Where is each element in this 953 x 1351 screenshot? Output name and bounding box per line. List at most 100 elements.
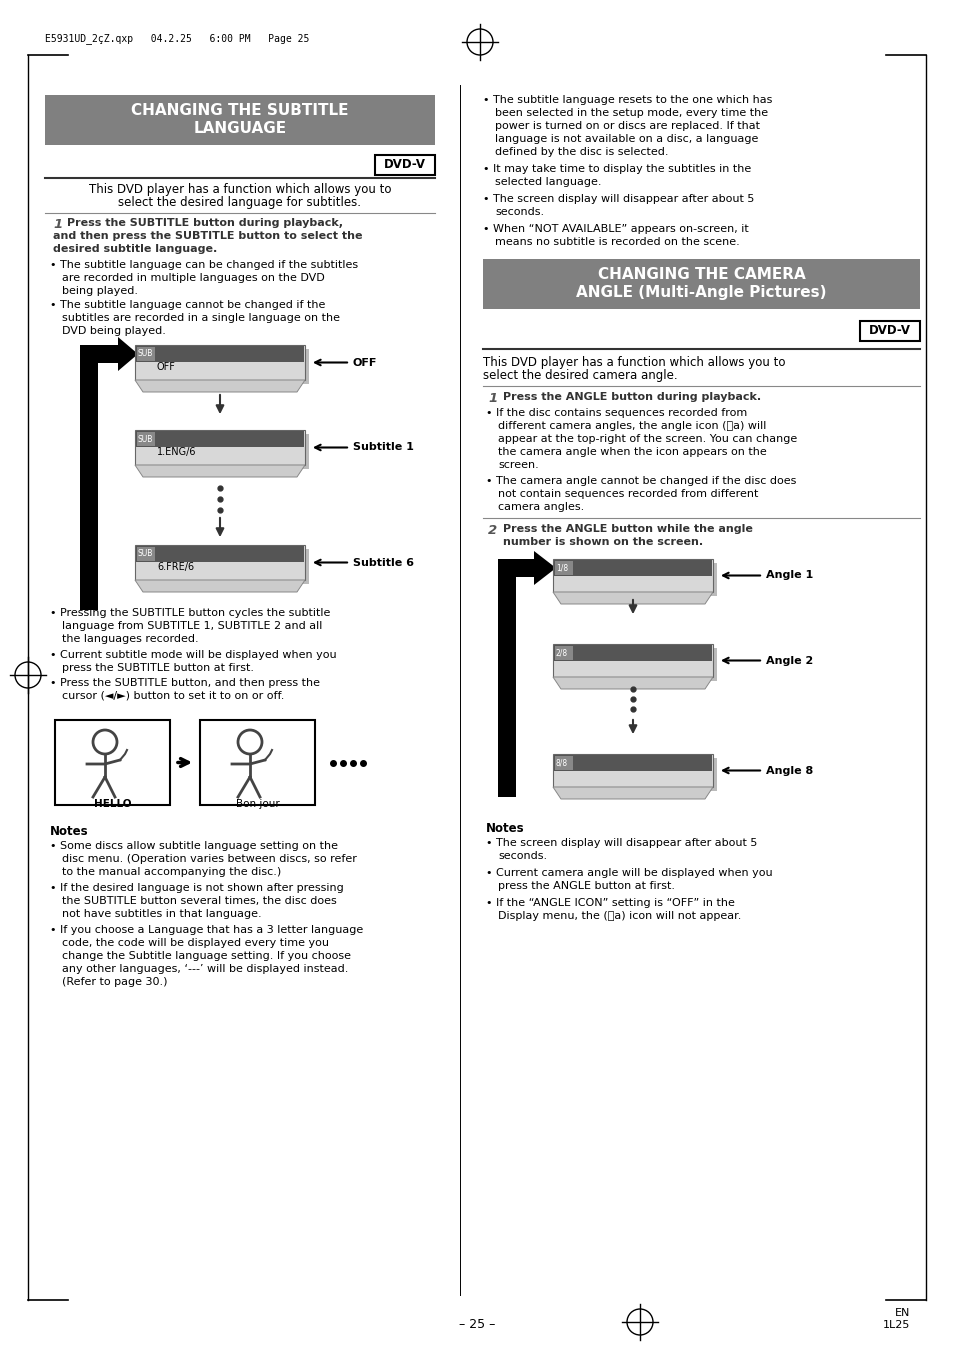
Text: select the desired camera angle.: select the desired camera angle. [482, 369, 677, 382]
Text: • The subtitle language cannot be changed if the: • The subtitle language cannot be change… [50, 300, 325, 309]
Text: language is not available on a disc, a language: language is not available on a disc, a l… [495, 134, 758, 145]
Text: seconds.: seconds. [495, 207, 543, 218]
Text: Bon jour: Bon jour [235, 798, 279, 809]
Text: • The subtitle language can be changed if the subtitles: • The subtitle language can be changed i… [50, 259, 357, 270]
Text: 1: 1 [488, 392, 497, 405]
Text: (Refer to page 30.): (Refer to page 30.) [62, 977, 168, 988]
Bar [554, 755, 711, 771]
Bar [553, 754, 712, 788]
Bar [557, 563, 717, 596]
Bar [136, 346, 304, 362]
Polygon shape [553, 592, 712, 604]
Bar [553, 559, 712, 592]
Text: different camera angles, the angle icon (⌹a) will: different camera angles, the angle icon … [497, 422, 765, 431]
Bar [136, 431, 304, 447]
Text: selected language.: selected language. [495, 177, 601, 186]
Text: code, the code will be displayed every time you: code, the code will be displayed every t… [62, 938, 329, 948]
Text: press the SUBTITLE button at first.: press the SUBTITLE button at first. [62, 663, 253, 673]
Text: ANGLE (Multi-Angle Pictures): ANGLE (Multi-Angle Pictures) [576, 285, 826, 300]
Text: E5931UD_2çZ.qxp   04.2.25   6:00 PM   Page 25: E5931UD_2çZ.qxp 04.2.25 6:00 PM Page 25 [45, 32, 309, 43]
Text: • Some discs allow subtitle language setting on the: • Some discs allow subtitle language set… [50, 842, 337, 851]
Text: • If you choose a Language that has a 3 letter language: • If you choose a Language that has a 3 … [50, 925, 363, 935]
Text: • If the disc contains sequences recorded from: • If the disc contains sequences recorde… [485, 408, 746, 417]
Bar [859, 322, 919, 340]
Text: • The screen display will disappear after about 5: • The screen display will disappear afte… [482, 195, 754, 204]
Bar [200, 720, 314, 805]
Text: 2/8: 2/8 [556, 648, 568, 658]
Text: • The subtitle language resets to the one which has: • The subtitle language resets to the on… [482, 95, 772, 105]
Text: DVD-V: DVD-V [868, 324, 910, 336]
Text: • It may take time to display the subtitles in the: • It may take time to display the subtit… [482, 163, 750, 174]
Text: • The screen display will disappear after about 5: • The screen display will disappear afte… [485, 838, 757, 848]
Text: • Current subtitle mode will be displayed when you: • Current subtitle mode will be displaye… [50, 650, 336, 661]
Polygon shape [135, 380, 305, 392]
Text: camera angles.: camera angles. [497, 503, 583, 512]
Text: OFF: OFF [157, 362, 175, 372]
Text: screen.: screen. [497, 459, 538, 470]
Text: This DVD player has a function which allows you to: This DVD player has a function which all… [482, 357, 784, 369]
Bar [557, 758, 717, 790]
Bar [139, 549, 309, 584]
Text: means no subtitle is recorded on the scene.: means no subtitle is recorded on the sce… [495, 236, 739, 247]
Text: change the Subtitle language setting. If you choose: change the Subtitle language setting. If… [62, 951, 351, 961]
Bar [135, 345, 305, 380]
Text: This DVD player has a function which allows you to: This DVD player has a function which all… [89, 182, 391, 196]
Text: cursor (◄/►) button to set it to on or off.: cursor (◄/►) button to set it to on or o… [62, 690, 284, 701]
Text: • Current camera angle will be displayed when you: • Current camera angle will be displayed… [485, 867, 772, 878]
Text: not have subtitles in that language.: not have subtitles in that language. [62, 909, 261, 919]
Bar [555, 757, 573, 770]
Text: SUB: SUB [138, 350, 153, 358]
Text: EN: EN [894, 1308, 909, 1319]
Text: Display menu, the (⌹a) icon will not appear.: Display menu, the (⌹a) icon will not app… [497, 911, 740, 921]
Text: not contain sequences recorded from different: not contain sequences recorded from diff… [497, 489, 758, 499]
Text: • When “NOT AVAILABLE” appears on-screen, it: • When “NOT AVAILABLE” appears on-screen… [482, 224, 748, 234]
Text: CHANGING THE SUBTITLE: CHANGING THE SUBTITLE [132, 103, 349, 118]
Text: to the manual accompanying the disc.): to the manual accompanying the disc.) [62, 867, 281, 877]
Text: Notes: Notes [50, 825, 89, 838]
Bar [55, 720, 170, 805]
Polygon shape [534, 551, 556, 585]
Text: Angle 2: Angle 2 [765, 655, 812, 666]
Text: Press the SUBTITLE button during playback,: Press the SUBTITLE button during playbac… [67, 218, 343, 228]
Text: Angle 1: Angle 1 [765, 570, 812, 581]
Text: 1L25: 1L25 [882, 1320, 909, 1329]
Text: select the desired language for subtitles.: select the desired language for subtitle… [118, 196, 361, 209]
Text: the languages recorded.: the languages recorded. [62, 634, 198, 644]
Text: Subtitle 1: Subtitle 1 [353, 443, 414, 453]
Bar [135, 544, 305, 580]
Text: LANGUAGE: LANGUAGE [193, 122, 286, 136]
Text: • If the desired language is not shown after pressing: • If the desired language is not shown a… [50, 884, 343, 893]
Text: Press the ANGLE button during playback.: Press the ANGLE button during playback. [502, 392, 760, 403]
Bar [497, 559, 516, 797]
Text: subtitles are recorded in a single language on the: subtitles are recorded in a single langu… [62, 313, 339, 323]
Text: power is turned on or discs are replaced. If that: power is turned on or discs are replaced… [495, 122, 760, 131]
Bar [135, 430, 305, 465]
Text: the camera angle when the icon appears on the: the camera angle when the icon appears o… [497, 447, 766, 457]
Text: number is shown on the screen.: number is shown on the screen. [502, 536, 702, 547]
Text: • Press the SUBTITLE button, and then press the: • Press the SUBTITLE button, and then pr… [50, 678, 319, 688]
Text: desired subtitle language.: desired subtitle language. [53, 245, 217, 254]
Polygon shape [553, 677, 712, 689]
Bar [80, 345, 120, 363]
Bar [375, 155, 435, 176]
Text: HELLO: HELLO [93, 798, 132, 809]
Polygon shape [135, 580, 305, 592]
Bar [137, 547, 154, 561]
Text: language from SUBTITLE 1, SUBTITLE 2 and all: language from SUBTITLE 1, SUBTITLE 2 and… [62, 621, 322, 631]
Bar [554, 561, 711, 576]
Text: been selected in the setup mode, every time the: been selected in the setup mode, every t… [495, 108, 767, 118]
Polygon shape [553, 788, 712, 798]
Text: the SUBTITLE button several times, the disc does: the SUBTITLE button several times, the d… [62, 896, 336, 907]
Bar [139, 349, 309, 384]
Bar [137, 347, 154, 361]
Text: press the ANGLE button at first.: press the ANGLE button at first. [497, 881, 675, 892]
Text: being played.: being played. [62, 286, 138, 296]
Text: SUB: SUB [138, 550, 153, 558]
Text: OFF: OFF [353, 358, 377, 367]
Text: • Pressing the SUBTITLE button cycles the subtitle: • Pressing the SUBTITLE button cycles th… [50, 608, 330, 617]
Text: DVD being played.: DVD being played. [62, 326, 166, 336]
Text: defined by the disc is selected.: defined by the disc is selected. [495, 147, 668, 157]
Text: 8/8: 8/8 [556, 758, 568, 767]
Text: 1.ENG/6: 1.ENG/6 [157, 447, 196, 457]
Text: appear at the top-right of the screen. You can change: appear at the top-right of the screen. Y… [497, 434, 797, 444]
